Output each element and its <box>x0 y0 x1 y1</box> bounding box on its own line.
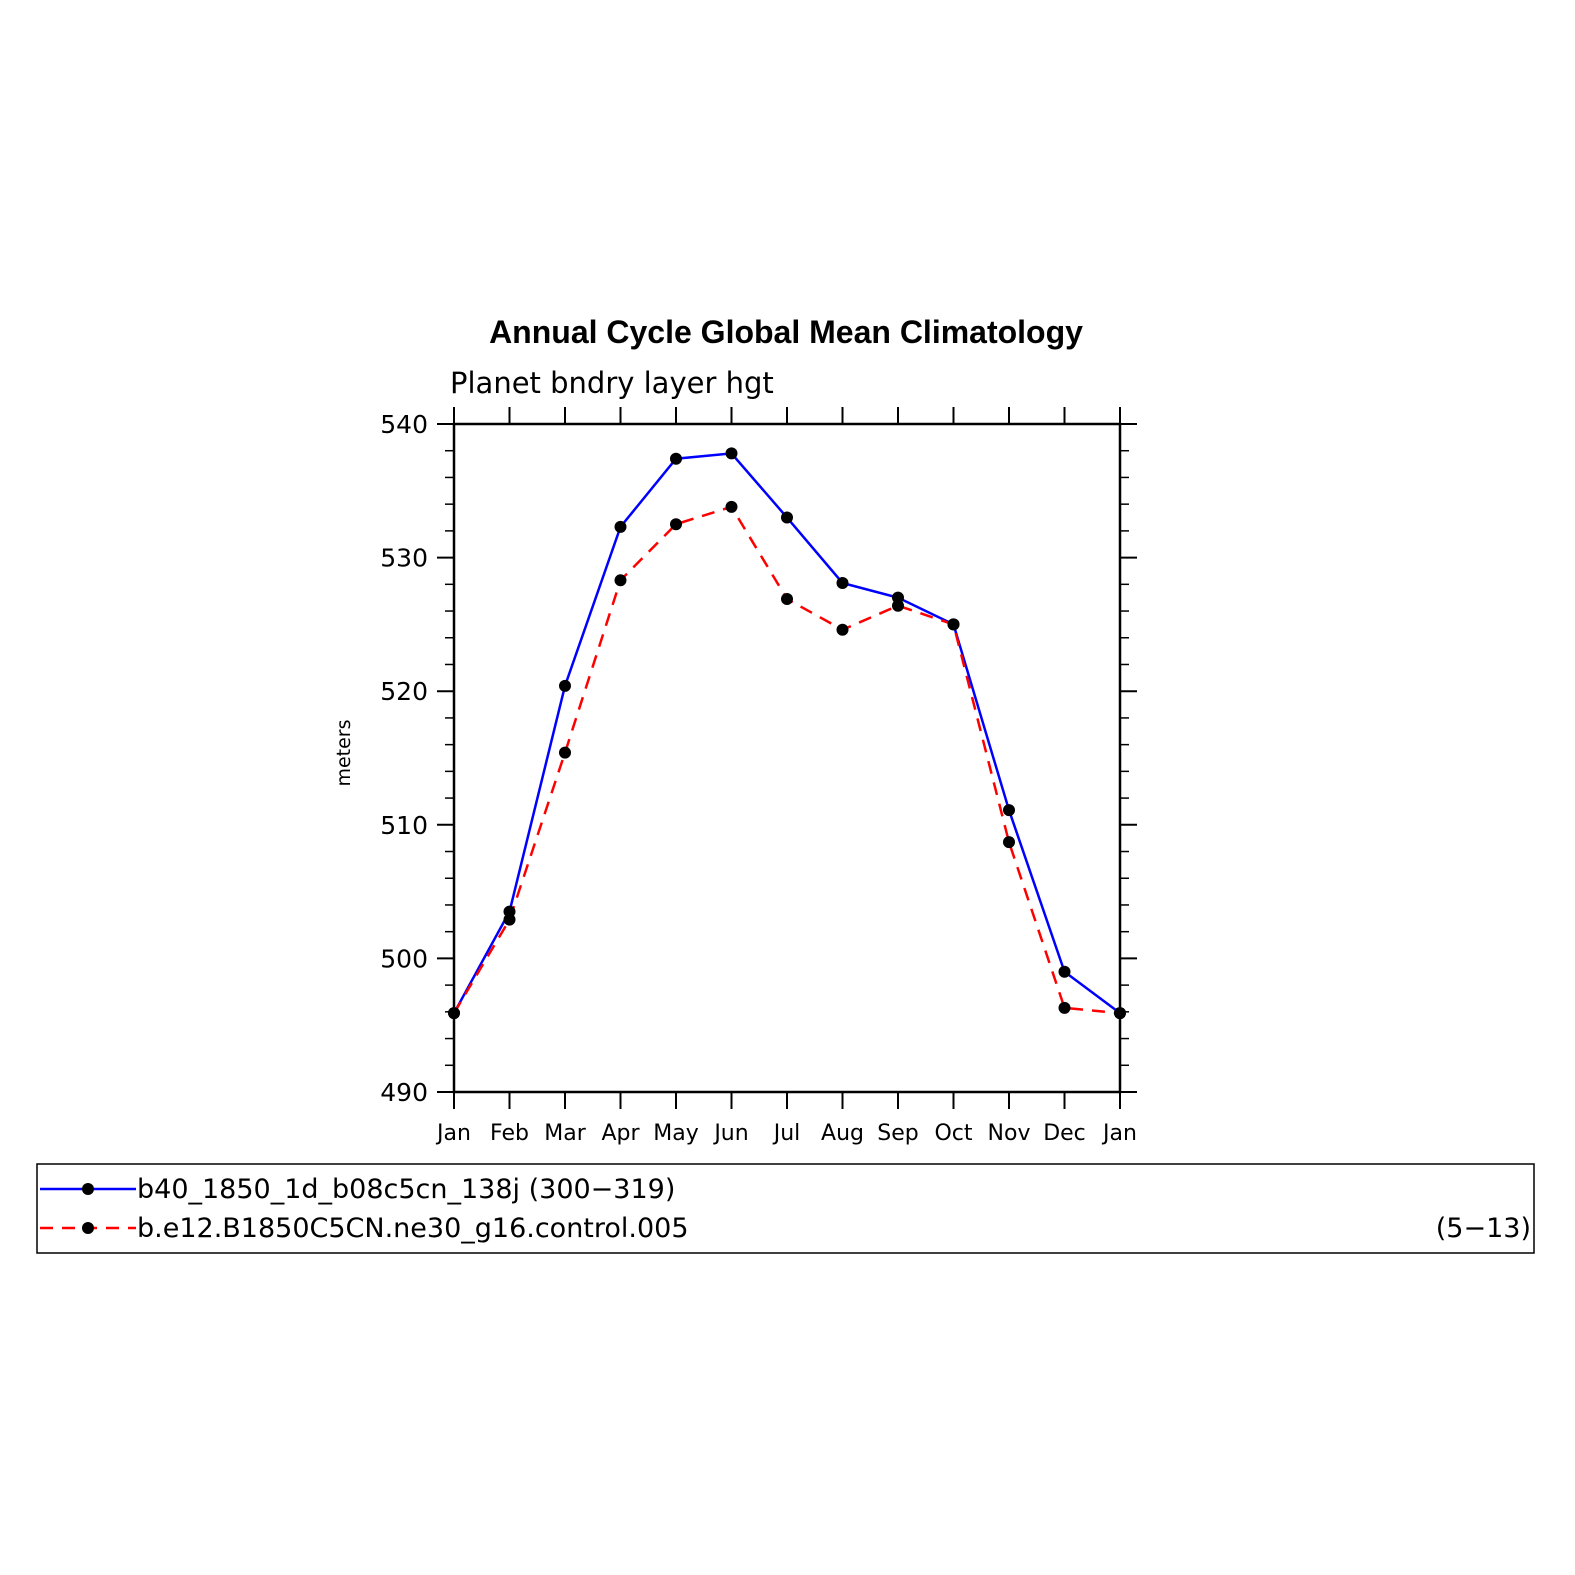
series-2-point <box>1058 1001 1071 1014</box>
y-axis-label: meters <box>333 719 355 786</box>
series-2-point <box>836 623 849 636</box>
series-1-point <box>725 447 738 460</box>
plot-frame <box>452 422 1122 1094</box>
series-1-point <box>559 679 571 692</box>
series-1-point <box>670 452 682 465</box>
y-tick-label: 520 <box>380 677 428 706</box>
series-1-point <box>836 576 849 589</box>
x-tick-label: Mar <box>544 1121 586 1146</box>
y-tick-label: 500 <box>380 944 428 973</box>
legend-label-series-1: b40_1850_1d_b08c5cn_138j (300−319) <box>137 1174 675 1205</box>
series-2-point <box>1003 836 1015 849</box>
x-tick-label: Feb <box>490 1121 529 1146</box>
y-tick-label: 490 <box>380 1078 428 1107</box>
x-tick-label: Sep <box>877 1121 918 1146</box>
series-2-point <box>614 574 627 587</box>
y-tick-label: 510 <box>380 811 428 840</box>
axis-ticks: 490 500 510 520 530 540 Jan Feb Mar Apr May Jun Jul A… <box>380 407 1137 1146</box>
x-tick-label: Aug <box>821 1121 864 1146</box>
x-tick-label: Apr <box>601 1121 640 1146</box>
x-tick-label: Oct <box>934 1121 972 1146</box>
x-tick-label: Jan <box>1101 1121 1137 1146</box>
legend-marker-series-2 <box>82 1222 94 1234</box>
x-tick-label: Jul <box>772 1121 801 1146</box>
chart-subtitle: Planet bndry layer hgt <box>450 366 774 400</box>
y-tick-label: 530 <box>380 544 428 573</box>
chart-title: Annual Cycle Global Mean Climatology <box>489 314 1083 350</box>
plot-axes <box>452 422 1122 1094</box>
y-tick-label: 540 <box>380 410 428 439</box>
series-2-point <box>448 1007 460 1020</box>
x-tick-label: May <box>653 1121 698 1146</box>
series-line-1 <box>452 452 1121 1015</box>
series-2-point <box>1114 1007 1126 1020</box>
x-tick-label: Nov <box>988 1121 1031 1146</box>
series-2-point <box>670 518 682 531</box>
x-tick-label: Jun <box>712 1121 748 1146</box>
legend-suffix-series-2: (5−13) <box>1436 1213 1531 1244</box>
series-2-point <box>559 746 571 759</box>
series-1-point <box>1058 965 1071 978</box>
series-1-point <box>1003 804 1015 817</box>
series-1-point <box>614 520 627 533</box>
legend-label-series-2: b.e12.B1850C5CN.ne30_g16.control.005 <box>137 1213 689 1244</box>
series-line-2 <box>452 505 1121 1015</box>
legend: b40_1850_1d_b08c5cn_138j (300−319) b.e12… <box>40 1174 1531 1244</box>
series-2-point <box>725 500 738 513</box>
series-2-point <box>892 599 904 612</box>
legend-marker-series-1 <box>82 1183 94 1195</box>
series-2-point <box>947 618 960 631</box>
series-2-point <box>503 913 516 926</box>
series-group <box>448 447 1126 1020</box>
legend-box <box>36 1163 1535 1254</box>
series-1-point <box>781 511 793 524</box>
x-tick-label: Jan <box>435 1121 471 1146</box>
series-2-point <box>781 593 793 606</box>
x-tick-label: Dec <box>1043 1121 1086 1146</box>
